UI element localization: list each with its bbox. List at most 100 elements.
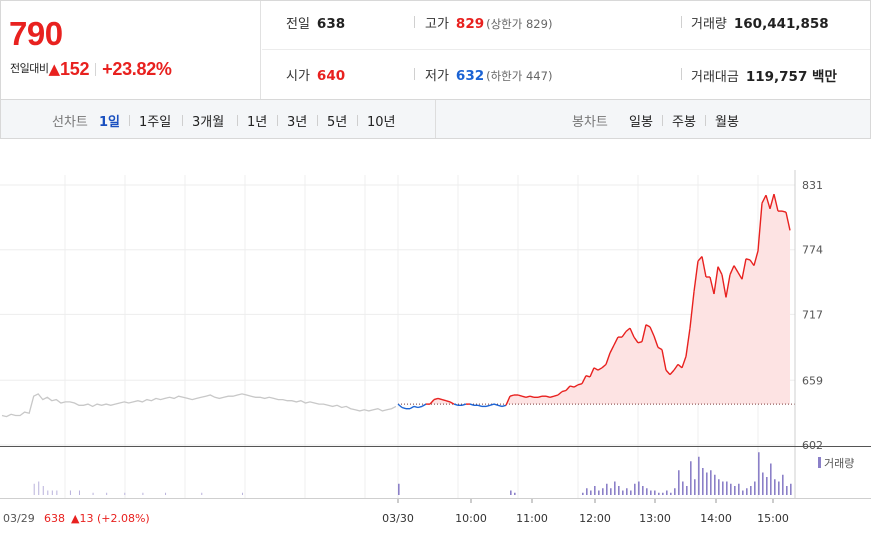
price-line-segment <box>453 403 459 406</box>
volume-stat: 거래량 160,441,858 <box>691 13 829 32</box>
price-line-segment <box>449 401 455 405</box>
high-value: 829 <box>455 16 485 32</box>
x-tick-label: 15:00 <box>757 512 789 525</box>
prev-close-stat: 전일 638 <box>286 13 345 32</box>
price-line-segment <box>409 405 415 410</box>
volume-bar <box>730 483 732 495</box>
high-stat: 고가 829 (상한가 829) <box>425 13 552 32</box>
volume-bar <box>33 483 35 495</box>
volume-bar <box>56 490 58 495</box>
tab-1y[interactable]: 1년 <box>247 115 268 130</box>
volume-bar <box>702 468 704 495</box>
tab-5y[interactable]: 5년 <box>327 115 348 130</box>
volume-bar <box>746 488 748 495</box>
volume-bar <box>658 492 660 495</box>
tab-3m[interactable]: 3개월 <box>192 115 225 130</box>
tab-10y[interactable]: 10년 <box>367 115 396 130</box>
volume-bar <box>714 474 716 495</box>
price-line-segment <box>637 341 643 344</box>
volume-bar <box>638 481 640 495</box>
price-line-segment <box>737 272 743 280</box>
price-line-segment <box>445 400 451 403</box>
volume-bar <box>598 490 600 495</box>
price-line-segment <box>605 352 611 365</box>
price-line-segment <box>485 404 491 408</box>
price-line-segment <box>569 385 575 388</box>
price-line-segment <box>441 398 447 402</box>
tab-divider <box>357 115 358 126</box>
price-line-segment <box>657 346 663 351</box>
price-line-segment <box>773 193 779 212</box>
volume-bar <box>698 456 700 495</box>
price-line-segment <box>469 403 475 406</box>
volume-bar <box>78 490 80 495</box>
price-line-segment <box>585 375 591 378</box>
prev-day-date-label: 03/29 <box>3 512 35 525</box>
open-label: 시가 <box>286 69 310 84</box>
price-line-segment <box>757 203 763 251</box>
price-line-segment <box>565 385 571 391</box>
price-line-segment <box>401 406 407 410</box>
x-tick-label: 13:00 <box>639 512 671 525</box>
low-label: 저가 <box>425 69 449 84</box>
volume-bar <box>626 488 628 495</box>
chart-period-tabs: 선차트 1일 1주일 3개월 1년 3년 5년 10년 봉차트 일봉 주봉 월봉 <box>0 99 871 139</box>
price-line-segment <box>629 327 635 338</box>
volume-bar <box>758 452 760 495</box>
volume-bar <box>770 463 772 495</box>
tab-monthly-candle[interactable]: 월봉 <box>715 115 739 130</box>
price-line-segment <box>749 259 755 267</box>
stat-divider <box>681 68 682 80</box>
turnover-value: 119,757 백만 <box>745 69 837 85</box>
prev-day-close-label: 638 <box>44 512 65 525</box>
price-line-segment <box>649 326 655 337</box>
price-line-segment <box>613 336 619 346</box>
price-line-segment <box>597 367 603 371</box>
tab-daily-candle[interactable]: 일봉 <box>629 115 653 130</box>
tab-3y[interactable]: 3년 <box>287 115 308 130</box>
price-line-segment <box>721 274 727 298</box>
price-line-segment <box>573 384 579 388</box>
change-line: 전일대비▲152 +23.82% <box>10 59 172 80</box>
price-line-segment <box>417 405 423 409</box>
volume-bar <box>678 470 680 495</box>
price-line-segment <box>733 265 739 273</box>
price-line-segment <box>577 383 583 386</box>
volume-bar <box>92 492 94 495</box>
price-line-segment <box>609 344 615 354</box>
price-line-segment <box>761 194 767 204</box>
volume-bar <box>630 490 632 495</box>
volume-bar <box>706 472 708 495</box>
volume-bar <box>754 481 756 495</box>
price-line-segment <box>765 195 771 209</box>
tab-weekly-candle[interactable]: 주봉 <box>672 115 696 130</box>
volume-bar <box>634 483 636 495</box>
x-tick-label: 14:00 <box>700 512 732 525</box>
x-tick-label: 12:00 <box>579 512 611 525</box>
volume-bar <box>710 470 712 495</box>
change-amount: 152 <box>60 59 90 79</box>
volume-bar <box>766 477 768 495</box>
price-line-segment <box>521 395 527 398</box>
tab-1d[interactable]: 1일 <box>99 115 121 130</box>
price-line-segment <box>437 397 443 401</box>
tab-divider <box>277 115 278 126</box>
volume-bar <box>242 492 244 495</box>
volume-bar <box>662 492 664 495</box>
volume-bar <box>586 488 588 495</box>
volume-bar <box>594 486 596 495</box>
volume-bar <box>602 488 604 495</box>
stat-divider <box>414 16 415 28</box>
tab-1w[interactable]: 1주일 <box>139 115 172 130</box>
volume-bar <box>51 490 53 495</box>
price-line-segment <box>517 394 523 397</box>
price-line-segment <box>681 356 687 369</box>
prev-close-label: 전일 <box>286 17 310 32</box>
prev-day-price-line <box>1 393 397 418</box>
price-line-segment <box>701 256 707 278</box>
volume-bar <box>734 486 736 495</box>
tab-divider <box>129 115 130 126</box>
volume-bar <box>682 481 684 495</box>
price-line-segment <box>581 375 587 385</box>
price-line-segment <box>745 258 751 261</box>
